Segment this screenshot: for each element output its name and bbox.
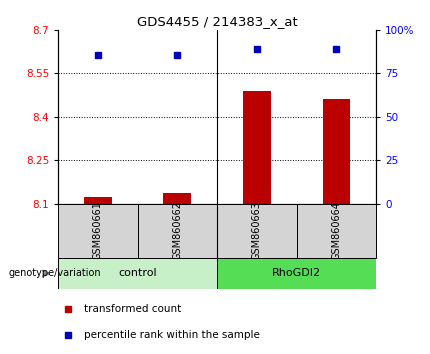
Bar [84,197,112,204]
Text: control: control [118,268,157,279]
Text: genotype/variation: genotype/variation [9,268,101,279]
Bar [217,204,297,258]
Text: GSM860663: GSM860663 [252,201,262,261]
Text: GSM860661: GSM860661 [93,201,103,261]
Text: GSM860662: GSM860662 [172,201,182,261]
Text: GSM860664: GSM860664 [332,201,341,261]
Text: percentile rank within the sample: percentile rank within the sample [83,330,259,341]
Bar [138,204,217,258]
Bar [322,99,350,204]
Bar [163,193,191,204]
Text: RhoGDI2: RhoGDI2 [272,268,321,279]
Bar [58,258,217,289]
Bar [217,258,376,289]
Title: GDS4455 / 214383_x_at: GDS4455 / 214383_x_at [137,15,298,28]
Text: transformed count: transformed count [83,304,181,314]
Bar [297,204,376,258]
Bar [243,91,271,204]
Bar [58,204,138,258]
